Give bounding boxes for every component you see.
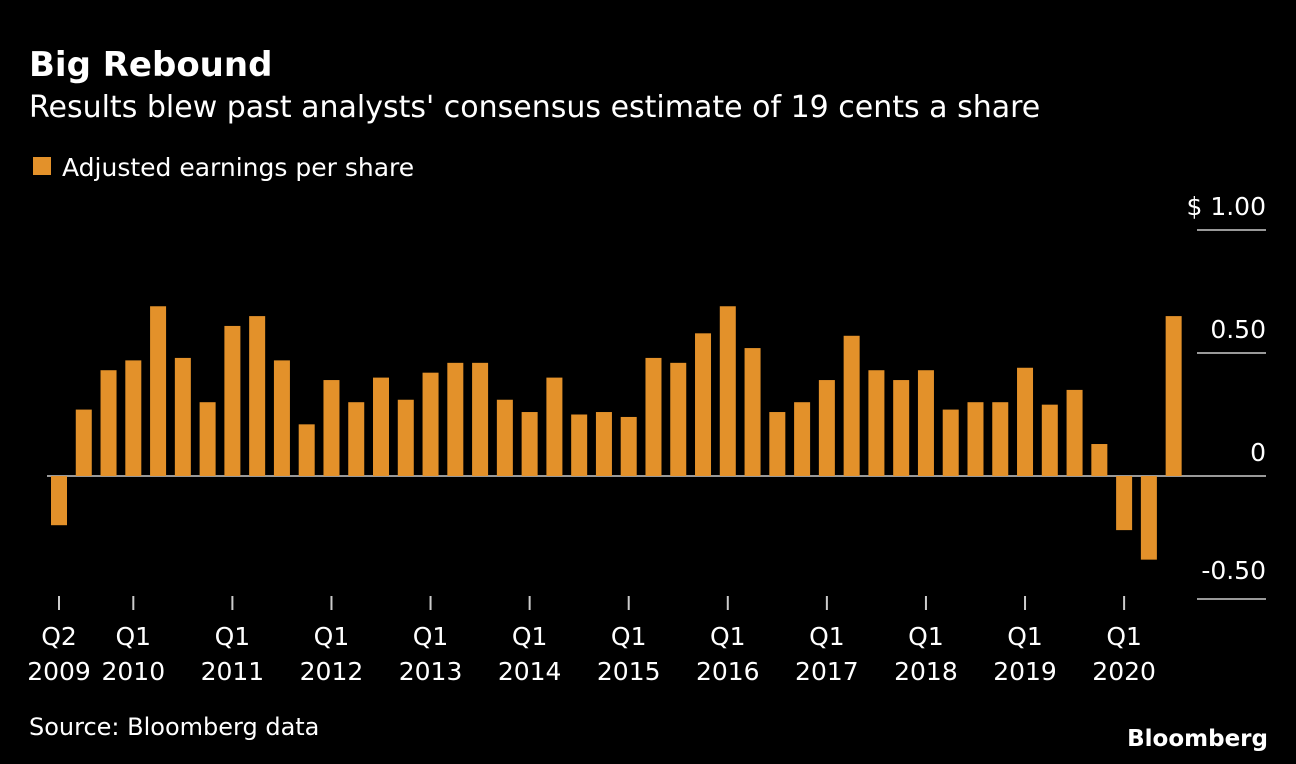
bar-q4-2014 [595, 412, 612, 476]
bar-q2-2018 [942, 409, 959, 476]
bar-q1-2017 [818, 380, 835, 476]
source-note: Source: Bloomberg data [29, 713, 319, 741]
bar-q3-2013 [472, 362, 489, 476]
bar-q3-2009 [75, 409, 92, 476]
x-tick-year: 2011 [201, 657, 265, 686]
bar-q2-2017 [843, 335, 860, 476]
bar-q4-2017 [893, 380, 910, 476]
x-tick-quarter: Q1 [809, 622, 845, 651]
bar-q2-2019 [1041, 404, 1058, 476]
x-tick-quarter: Q1 [512, 622, 548, 651]
x-tick-year: 2019 [993, 657, 1057, 686]
x-tick-year: 2015 [597, 657, 661, 686]
x-tick-year: 2016 [696, 657, 760, 686]
x-tick-quarter: Q1 [1007, 622, 1043, 651]
x-tick-year: 2009 [27, 657, 91, 686]
y-tick-label: -0.50 [1201, 556, 1266, 585]
bar-q2-2020 [1140, 476, 1157, 560]
bar-q4-2010 [199, 402, 216, 476]
bar-q1-2013 [422, 372, 439, 476]
x-tick-quarter: Q1 [314, 622, 350, 651]
y-tick-label: $ 1.00 [1186, 192, 1266, 221]
x-tick-year: 2020 [1092, 657, 1156, 686]
x-tick-year: 2010 [101, 657, 165, 686]
bar-q3-2018 [967, 402, 984, 476]
bar-q4-2009 [100, 370, 117, 476]
x-tick-quarter: Q1 [1106, 622, 1142, 651]
bar-q3-2019 [1066, 389, 1083, 476]
x-tick-quarter: Q1 [908, 622, 944, 651]
bar-q4-2011 [298, 424, 315, 476]
x-tick-quarter: Q1 [413, 622, 449, 651]
bar-q4-2012 [397, 399, 414, 476]
bar-q1-2012 [323, 380, 340, 476]
bar-q3-2015 [670, 362, 687, 476]
bar-q2-2015 [645, 357, 662, 476]
bar-q4-2018 [992, 402, 1009, 476]
y-tick-label: 0.50 [1210, 315, 1266, 344]
bar-q4-2013 [496, 399, 513, 476]
chart-subtitle: Results blew past analysts' consensus es… [29, 90, 1040, 125]
x-tick-year: 2013 [399, 657, 463, 686]
bar-q2-2009 [51, 476, 67, 526]
bar-q3-2017 [868, 370, 885, 476]
bar-q3-2012 [373, 377, 390, 476]
bar-q3-2016 [769, 412, 786, 476]
bar-q1-2010 [125, 360, 142, 476]
bar-q4-2015 [695, 333, 712, 476]
bar-q2-2013 [447, 362, 464, 476]
bar-q3-2014 [571, 414, 588, 476]
x-tick-quarter: Q1 [116, 622, 152, 651]
x-tick-quarter: Q2 [41, 622, 77, 651]
bar-q1-2019 [1017, 367, 1034, 476]
bar-q2-2010 [150, 306, 167, 476]
y-tick-label: 0 [1250, 438, 1266, 467]
x-tick-year: 2018 [894, 657, 958, 686]
bloomberg-logo: Bloomberg [1127, 726, 1268, 752]
bar-q2-2012 [348, 402, 365, 476]
x-tick-year: 2012 [300, 657, 364, 686]
x-tick-year: 2017 [795, 657, 859, 686]
chart-title: Big Rebound [29, 45, 272, 85]
bar-q1-2018 [917, 370, 934, 476]
x-tick-quarter: Q1 [710, 622, 746, 651]
bar-q2-2016 [744, 348, 761, 476]
bar-q4-2019 [1091, 444, 1108, 476]
legend-label: Adjusted earnings per share [62, 153, 414, 182]
x-tick-quarter: Q1 [215, 622, 251, 651]
bar-q1-2011 [224, 325, 241, 476]
bar-q3-2020 [1165, 316, 1182, 476]
bar-q3-2011 [273, 360, 290, 476]
bar-q2-2014 [546, 377, 563, 476]
bar-q2-2011 [249, 316, 266, 476]
x-tick-year: 2014 [498, 657, 562, 686]
bar-q4-2016 [794, 402, 811, 476]
bar-q3-2010 [174, 357, 191, 476]
bar-q1-2016 [719, 306, 736, 476]
bar-q1-2020 [1116, 476, 1133, 531]
bar-q1-2014 [521, 412, 538, 476]
x-tick-quarter: Q1 [611, 622, 647, 651]
legend-swatch [33, 157, 51, 175]
bar-q1-2015 [620, 416, 637, 476]
